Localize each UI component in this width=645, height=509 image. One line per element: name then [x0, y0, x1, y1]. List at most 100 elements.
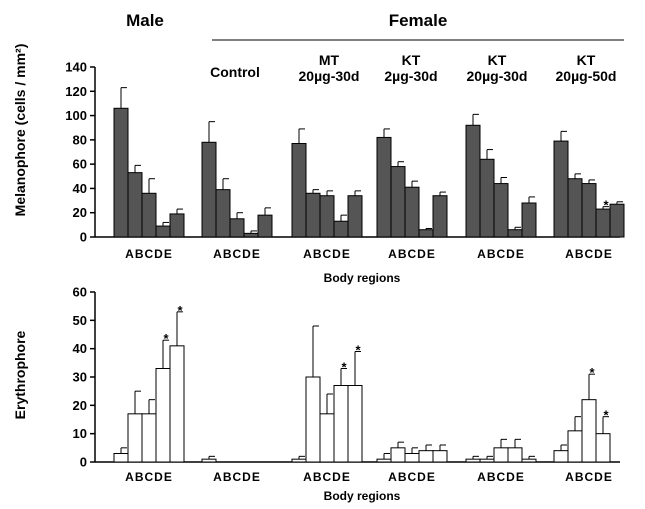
erythrophore-bar-male-e [169, 345, 185, 463]
group-label-mt-line2: 20µg-30d [299, 68, 360, 84]
erythrophore-category-labels-kt20_50: ABCDE [565, 470, 613, 484]
melanophore-category-labels-kt20_50: ABCDE [565, 247, 613, 261]
melanophore-bar-kt2_30-d [418, 229, 434, 238]
erythrophore-bar-mt20_30-a [291, 458, 307, 463]
erythrophore-bar-kt20_50-a [553, 450, 569, 463]
erythrophore-bar-male-d [155, 368, 171, 463]
melanophore-bar-male-d [155, 225, 171, 238]
melanophore-bar-kt20_30-a [465, 124, 481, 238]
melanophore-category-labels-mt20_30: ABCDE [303, 247, 351, 261]
erythrophore-significance-star: * [163, 331, 169, 346]
erythrophore-y-axis-label: Erythrophore [12, 330, 28, 419]
melanophore-y-tick-label: 140 [65, 60, 87, 75]
melanophore-y-tick-label: 40 [73, 181, 87, 196]
melanophore-y-tick-label: 20 [73, 205, 87, 220]
erythrophore-bar-control-a [201, 458, 217, 463]
erythrophore-category-labels-male: ABCDE [125, 470, 173, 484]
melanophore-bar-kt20_50-d [595, 208, 611, 238]
melanophore-bar-kt2_30-a [376, 136, 392, 238]
erythrophore-y-tick-label: 20 [73, 398, 87, 413]
erythrophore-significance-star: * [177, 303, 183, 318]
erythrophore-bar-kt20_50-b [567, 430, 583, 463]
erythrophore-significance-star: * [355, 343, 361, 358]
melanophore-category-labels-male: ABCDE [125, 247, 173, 261]
erythrophore-bar-kt2_30-c [404, 453, 420, 463]
melanophore-y-tick-label: 0 [80, 230, 87, 245]
erythrophore-bar-mt20_30-c [319, 413, 335, 463]
erythrophore-bar-kt20_30-b [479, 458, 495, 463]
erythrophore-y-tick-label: 0 [80, 455, 87, 470]
melanophore-significance-star: * [603, 198, 609, 213]
melanophore-bar-mt20_30-e [347, 195, 363, 238]
female-heading: Female [389, 11, 448, 30]
melanophore-bar-control-e [257, 214, 273, 238]
group-label-kt20-50-line1: KT [577, 52, 596, 68]
melanophore-y-tick-label: 100 [65, 108, 87, 123]
erythrophore-significance-star: * [589, 365, 595, 380]
melanophore-y-tick-label: 120 [65, 84, 87, 99]
erythrophore-bar-kt20_50-d [595, 433, 611, 463]
melanophore-category-labels-control: ABCDE [213, 247, 261, 261]
melanophore-bar-mt20_30-b [305, 192, 321, 238]
melanophore-bar-kt2_30-b [390, 166, 406, 238]
melanophore-bar-kt20_50-e [609, 203, 625, 238]
erythrophore-bar-kt2_30-a [376, 458, 392, 463]
male-heading: Male [126, 11, 164, 30]
melanophore-bar-kt2_30-c [404, 186, 420, 238]
group-label-kt2-line1: KT [402, 52, 421, 68]
melanophore-panel: 0 20 40 60 80 100 120 140 ABCDE ABCDE ABCDE ABCDE AB… [65, 60, 625, 261]
melanophore-bar-kt20_30-e [521, 202, 537, 238]
erythrophore-bar-male-a [113, 453, 129, 463]
erythrophore-significance-star: * [341, 360, 347, 375]
melanophore-bar-control-b [215, 189, 231, 238]
group-label-kt20-50-line2: 20µg-50d [556, 68, 617, 84]
erythrophore-bar-kt2_30-e [432, 450, 448, 463]
melanophore-bar-kt20_30-b [479, 158, 495, 238]
melanophore-bar-male-a [113, 107, 129, 238]
erythrophore-bar-kt20_30-e [521, 458, 537, 463]
erythrophore-significance-star: * [603, 408, 609, 423]
melanophore-category-labels-kt2_30: ABCDE [388, 247, 436, 261]
erythrophore-bar-male-b [127, 413, 143, 463]
melanophore-y-tick-label: 80 [73, 132, 87, 147]
erythrophore-y-tick-label: 50 [73, 313, 87, 328]
erythrophore-category-labels-mt20_30: ABCDE [303, 470, 351, 484]
group-label-mt-line1: MT [319, 52, 340, 68]
melanophore-bar-kt20_30-c [493, 183, 509, 238]
erythrophore-bar-kt20_30-c [493, 447, 509, 463]
group-label-kt20-30-line1: KT [488, 52, 507, 68]
erythrophore-bar-kt20_30-d [507, 447, 523, 463]
erythrophore-bar-mt20_30-b [305, 376, 321, 463]
group-label-kt20-30-line2: 20µg-30d [467, 68, 528, 84]
erythrophore-bar-mt20_30-e [347, 385, 363, 463]
melanophore-bar-mt20_30-a [291, 143, 307, 238]
melanophore-bar-kt20_30-d [507, 229, 523, 238]
erythrophore-y-tick-label: 30 [73, 370, 87, 385]
erythrophore-category-labels-control: ABCDE [213, 470, 261, 484]
melanophore-bar-kt20_50-c [581, 183, 597, 238]
erythrophore-panel: 0 10 20 30 40 50 60 * * ABCDE ABCDE * * ABCDE ABCDE ABC… [73, 285, 620, 484]
melanophore-bar-control-d [243, 232, 259, 238]
melanophore-category-labels-kt20_30: ABCDE [477, 247, 525, 261]
melanophore-bar-mt20_30-d [333, 220, 349, 238]
melanophore-x-axis-label: Body regions [324, 271, 401, 285]
melanophore-bar-male-b [127, 172, 143, 238]
erythrophore-bar-kt20_50-c [581, 399, 597, 463]
erythrophore-bar-kt2_30-d [418, 450, 434, 463]
erythrophore-category-labels-kt2_30: ABCDE [388, 470, 436, 484]
melanophore-y-tick-label: 60 [73, 157, 87, 172]
erythrophore-bar-kt20_30-a [465, 458, 481, 463]
melanophore-y-axis-label: Melanophore (cells / mm²) [12, 44, 28, 217]
erythrophore-x-axis-label: Body regions [324, 489, 401, 503]
erythrophore-category-labels-kt20_30: ABCDE [477, 470, 525, 484]
melanophore-bar-kt2_30-e [432, 195, 448, 238]
melanophore-bar-kt20_50-a [553, 140, 569, 238]
erythrophore-y-tick-label: 60 [73, 285, 87, 300]
erythrophore-y-tick-label: 10 [73, 426, 87, 441]
melanophore-bar-control-a [201, 141, 217, 238]
erythrophore-bar-kt2_30-b [390, 447, 406, 463]
group-label-kt2-line2: 2µg-30d [384, 68, 437, 84]
melanophore-bar-male-c [141, 192, 157, 238]
